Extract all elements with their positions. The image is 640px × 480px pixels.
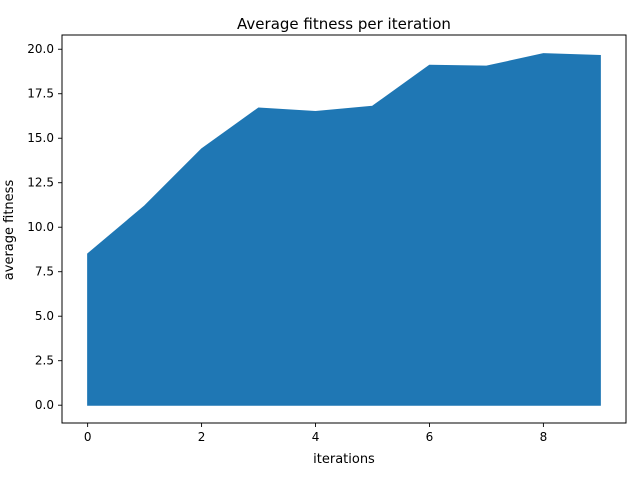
y-tick-label: 15.0 [27,131,54,145]
axes-frame [61,34,627,424]
y-axis-label: average fitness [2,180,17,281]
area-series-0 [87,53,601,406]
y-tick-label: 0.0 [35,398,54,412]
y-tick-label: 10.0 [27,220,54,234]
y-tick-label: 2.5 [35,354,54,368]
plot-area [87,53,601,406]
y-tick-label: 12.5 [27,176,54,190]
x-axis-ticks: 0 2 4 6 8 [84,423,547,444]
y-tick-label: 17.5 [27,87,54,101]
chart-title: Average fitness per iteration [237,15,451,33]
y-tick-label: 5.0 [35,309,54,323]
y-tick-label: 20.0 [27,42,54,56]
x-tick-label: 2 [198,430,206,444]
x-axis-label: iterations [313,452,375,467]
y-axis-ticks: 0.0 2.5 5.0 7.5 10.0 12.5 15.0 17.5 20.0 [27,42,62,412]
y-tick-label: 7.5 [35,265,54,279]
x-tick-label: 8 [540,430,548,444]
x-tick-label: 0 [84,430,92,444]
x-tick-label: 4 [312,430,320,444]
x-tick-label: 6 [426,430,434,444]
